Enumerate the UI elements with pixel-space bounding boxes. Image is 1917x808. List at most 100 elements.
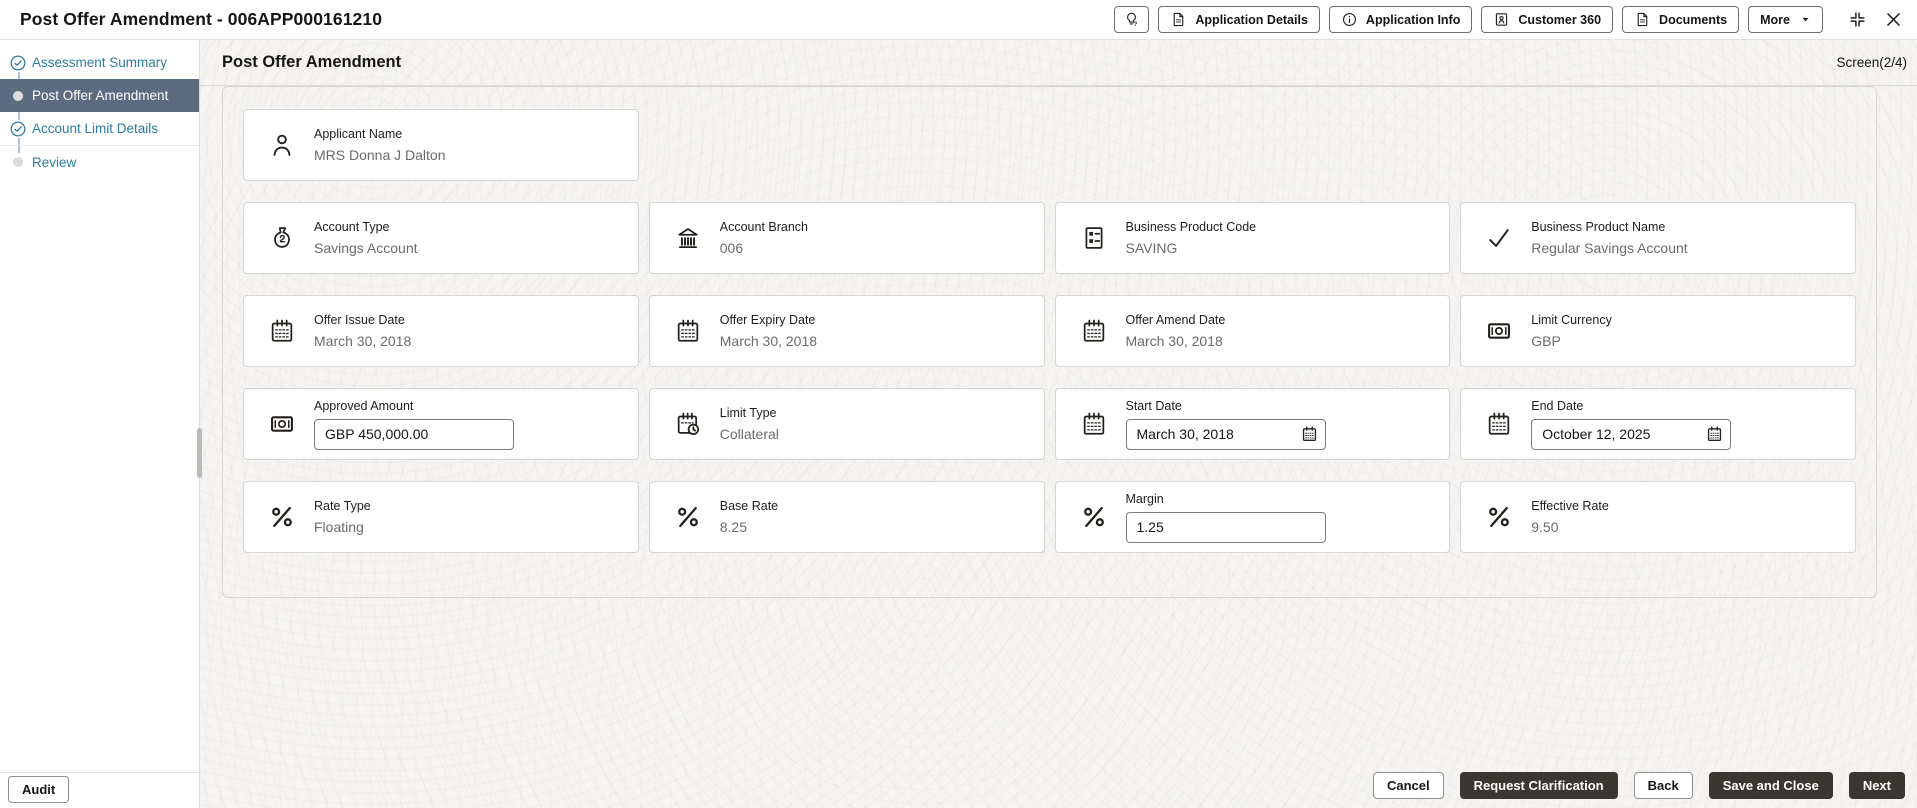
application-info-label: Application Info [1365, 12, 1461, 27]
calendar-icon [1080, 317, 1108, 345]
field-label: Effective Rate [1531, 499, 1609, 513]
field-label: Offer Issue Date [314, 313, 405, 327]
sidebar-item-label: Account Limit Details [32, 121, 159, 136]
bulb-question-icon: ? [1123, 11, 1140, 28]
save-and-close-button[interactable]: Save and Close [1708, 772, 1833, 799]
approved-amount-input-wrap [314, 418, 514, 450]
end-date-input[interactable] [1531, 418, 1732, 450]
start-date-input[interactable] [1125, 418, 1326, 450]
money-bag-icon [268, 224, 296, 252]
sidebar-item-label: Review [32, 154, 77, 170]
audit-button[interactable]: Audit [8, 776, 70, 803]
field-card-base-rate: Base Rate 8.25 [648, 481, 1045, 553]
field-label: Limit Type [719, 406, 777, 420]
end-date-input-wrap [1531, 418, 1732, 450]
application-details-label: Application Details [1195, 12, 1308, 27]
scrollbar-thumb[interactable] [197, 428, 202, 478]
sidebar-item-review[interactable]: Review [0, 145, 199, 178]
field-label: End Date [1531, 398, 1584, 413]
sidebar-item-account-limit-details[interactable]: Account Limit Details [0, 112, 199, 145]
approved-amount-input[interactable] [314, 418, 514, 450]
field-label: Business Product Code [1125, 220, 1257, 234]
field-card-business-product-name: Business Product Name Regular Savings Acc… [1460, 202, 1856, 274]
documents-label: Documents [1659, 12, 1728, 27]
page-title: Post Offer Amendment [222, 53, 402, 71]
sidebar-item-label: Post Offer Amendment [32, 88, 169, 103]
customer-360-button[interactable]: Customer 360 [1481, 6, 1614, 33]
next-button[interactable]: Next [1848, 772, 1905, 799]
field-value: 006 [719, 240, 744, 256]
banknote-icon [268, 410, 296, 438]
margin-input[interactable] [1125, 511, 1326, 543]
bank-icon [674, 224, 702, 252]
caret-down-icon [1800, 14, 1811, 25]
percent-icon [1080, 503, 1108, 531]
field-label: Account Branch [719, 220, 808, 234]
check-circle-icon [9, 119, 27, 138]
percent-icon [1485, 503, 1513, 531]
check-icon [1485, 224, 1513, 252]
field-card-limit-type: Limit Type Collateral [648, 388, 1045, 460]
document-icon [1634, 11, 1651, 28]
field-label: Limit Currency [1531, 313, 1612, 327]
field-card-account-branch: Account Branch 006 [648, 202, 1045, 274]
hint-button[interactable]: ? [1114, 6, 1150, 33]
field-card-applicant-name: Applicant Name MRS Donna J Dalton [243, 109, 639, 181]
field-card-offer-amend-date: Offer Amend Date March 30, 2018 [1054, 295, 1451, 367]
banknote-icon [1485, 317, 1513, 345]
customer-badge-icon [1493, 11, 1510, 28]
field-label: Start Date [1125, 398, 1182, 413]
back-button[interactable]: Back [1633, 772, 1693, 799]
field-row: Approved Amount Limit Type Collateral Start… [243, 388, 1856, 460]
window-body: Assessment Summary Post Offer Amendment Ac… [0, 40, 1917, 808]
field-row: Offer Issue Date March 30, 2018 Offer Expi… [243, 295, 1856, 367]
field-value: March 30, 2018 [1125, 333, 1223, 349]
sidebar-item-label: Assessment Summary [32, 55, 168, 70]
field-value: 9.50 [1531, 519, 1559, 535]
sidebar: Assessment Summary Post Offer Amendment Ac… [0, 40, 202, 808]
window-title: Post Offer Amendment - 006APP000161210 [20, 9, 383, 29]
sidebar-item-assessment-summary[interactable]: Assessment Summary [0, 46, 199, 79]
close-icon[interactable] [1884, 10, 1903, 29]
percent-icon [674, 503, 702, 531]
calendar-icon [268, 317, 296, 345]
check-circle-icon [9, 53, 27, 72]
field-value: Regular Savings Account [1531, 240, 1688, 256]
field-value: SAVING [1125, 240, 1178, 256]
spacer [222, 598, 1907, 770]
request-clarification-button[interactable]: Request Clarification [1459, 772, 1618, 799]
topbar: Post Offer Amendment - 006APP000161210 ?… [0, 0, 1917, 40]
more-label: More [1760, 12, 1790, 27]
field-value: March 30, 2018 [719, 333, 818, 349]
date-picker-button[interactable] [1705, 425, 1724, 444]
more-button[interactable]: More [1748, 6, 1823, 33]
product-form-icon [1080, 224, 1108, 252]
field-card-offer-issue-date: Offer Issue Date March 30, 2018 [243, 295, 639, 367]
date-picker-button[interactable] [1300, 425, 1319, 444]
calendar-icon [674, 317, 702, 345]
field-value: Floating [314, 519, 364, 535]
field-value: GBP [1531, 333, 1561, 349]
date-picker-icon [1300, 425, 1319, 444]
field-card-margin: Margin [1054, 481, 1451, 553]
collapse-icon[interactable] [1848, 10, 1867, 29]
field-card-business-product-code: Business Product Code SAVING [1054, 202, 1451, 274]
cancel-button[interactable]: Cancel [1372, 772, 1444, 799]
audit-area: Audit [0, 772, 199, 808]
field-card-account-type: Account Type Savings Account [243, 202, 639, 274]
sidebar-steps: Assessment Summary Post Offer Amendment Ac… [0, 40, 199, 772]
calendar-icon [1485, 410, 1513, 438]
main-header: Post Offer Amendment Screen(2/4) [200, 40, 1917, 86]
field-value: 8.25 [719, 519, 747, 535]
field-label: Business Product Name [1531, 220, 1666, 234]
field-label: Applicant Name [314, 127, 403, 141]
field-card-start-date: Start Date [1054, 388, 1451, 460]
documents-button[interactable]: Documents [1622, 6, 1740, 33]
svg-text:?: ? [1134, 21, 1138, 28]
start-date-input-wrap [1125, 418, 1326, 450]
main-content: Post Offer Amendment Screen(2/4) Applica… [200, 40, 1917, 808]
application-details-button[interactable]: Application Details [1158, 6, 1320, 33]
application-info-button[interactable]: Application Info [1328, 6, 1473, 33]
sidebar-item-post-offer-amendment[interactable]: Post Offer Amendment [0, 79, 199, 112]
field-label: Account Type [314, 220, 390, 234]
